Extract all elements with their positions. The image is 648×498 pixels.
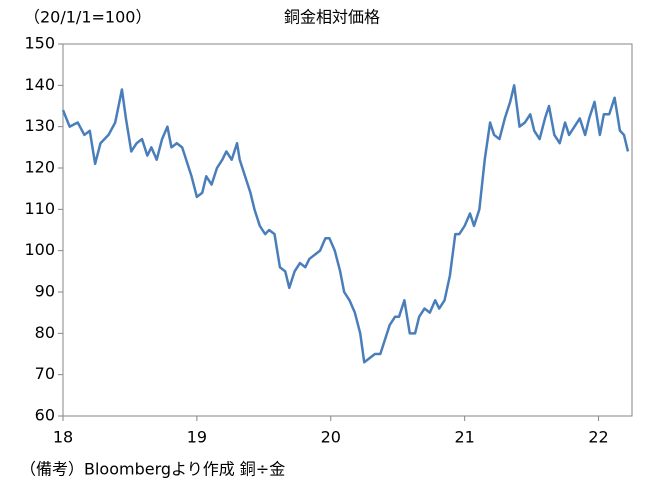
y-tick-label: 120 — [24, 158, 55, 177]
note: （備考）Bloombergより作成 銅÷金 — [20, 460, 285, 479]
y-axis-label: （20/1/1=100） — [24, 8, 151, 27]
y-tick-label: 100 — [24, 240, 55, 259]
y-tick-label: 140 — [24, 75, 55, 94]
chart-title: 銅金相対価格 — [284, 8, 380, 27]
y-tick-label: 150 — [24, 34, 55, 53]
y-tick-label: 110 — [24, 199, 55, 218]
plot-frame — [62, 43, 633, 417]
y-tick-label: 130 — [24, 116, 55, 135]
series-line — [61, 84, 630, 364]
x-tick-label: 18 — [53, 428, 73, 447]
x-tick-label: 21 — [454, 428, 474, 447]
x-tick-label: 19 — [187, 428, 207, 447]
y-tick-label: 80 — [35, 323, 55, 342]
y-tick-label: 70 — [35, 364, 55, 383]
x-tick-label: 20 — [321, 428, 341, 447]
y-tick-label: 60 — [35, 406, 55, 425]
y-tick-label: 90 — [35, 282, 55, 301]
x-tick-label: 22 — [588, 428, 608, 447]
